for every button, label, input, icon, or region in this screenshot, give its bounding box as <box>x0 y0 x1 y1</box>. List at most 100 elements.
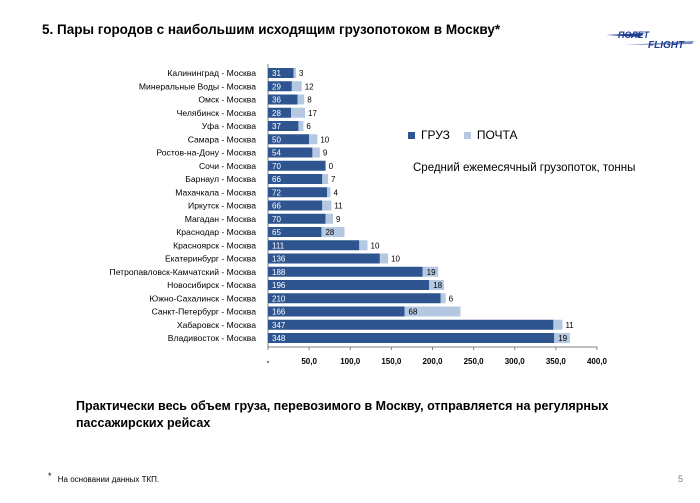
page-title: 5. Пары городов с наибольшим исходящим г… <box>42 22 501 37</box>
bar-mail <box>404 306 461 317</box>
bar-cargo <box>268 213 326 224</box>
data-label-mail: 19 <box>558 334 567 343</box>
category-label: Калининград - Москва <box>167 68 256 78</box>
summary-note: Практически весь объем груза, перевозимо… <box>76 399 609 430</box>
data-label-mail: 0 <box>329 162 334 171</box>
company-logo: ПОЛЕТ FLIGHT <box>606 30 694 50</box>
data-label-cargo: 65 <box>272 228 281 237</box>
bar-mail <box>293 68 296 78</box>
bar-mail <box>297 94 305 105</box>
bar-mail <box>291 107 306 118</box>
bar-cargo <box>268 280 430 290</box>
category-label: Челябинск - Москва <box>177 108 257 118</box>
chart-subtitle: Средний ежемесячный грузопоток, тонны <box>413 162 636 174</box>
bar-mail <box>322 200 332 211</box>
category-label: Барнаул - Москва <box>185 174 256 184</box>
bar-mail <box>359 240 368 251</box>
bar-cargo <box>268 134 310 145</box>
legend-swatch-cargo <box>408 131 415 139</box>
x-tick-label: - <box>267 357 270 366</box>
data-label-cargo: 28 <box>272 109 281 118</box>
category-label: Петропавловск-Камчатский - Москва <box>110 267 257 277</box>
x-tick-label: 100,0 <box>340 357 361 366</box>
logo-text-bottom: FLIGHT <box>648 40 685 50</box>
data-label-cargo: 111 <box>272 241 285 250</box>
category-label: Красноярск - Москва <box>173 240 256 250</box>
x-tick-label: 350,0 <box>546 357 567 366</box>
category-label: Сочи - Москва <box>199 161 256 171</box>
bar-mail <box>291 81 302 92</box>
legend-label-mail: ПОЧТА <box>476 128 518 142</box>
data-label-mail: 6 <box>449 294 454 303</box>
category-label: Омск - Москва <box>198 95 256 105</box>
legend-label-cargo: ГРУЗ <box>421 128 450 142</box>
bar-cargo <box>268 147 313 158</box>
data-label-cargo: 70 <box>272 215 281 224</box>
category-label: Ростов-на-Дону - Москва <box>156 148 256 158</box>
legend-swatch-mail <box>463 131 471 139</box>
bar-cargo <box>268 121 299 131</box>
category-label: Самара - Москва <box>188 134 257 144</box>
bar-mail <box>422 266 439 277</box>
data-label-cargo: 196 <box>272 281 286 290</box>
data-label-cargo: 70 <box>272 162 281 171</box>
data-label-mail: 18 <box>433 281 442 290</box>
bar-cargo <box>268 333 555 343</box>
bar-cargo <box>268 187 328 198</box>
data-label-cargo: 348 <box>272 334 286 343</box>
bar-cargo <box>268 94 298 105</box>
x-tick-label: 300,0 <box>505 357 526 366</box>
data-label-mail: 10 <box>320 135 329 144</box>
legend-item-cargo: ГРУЗ <box>408 128 450 142</box>
x-tick-label: 400,0 <box>587 357 608 366</box>
data-label-cargo: 29 <box>272 82 281 91</box>
bar-mail <box>553 319 563 330</box>
bar-cargo <box>268 200 323 211</box>
data-label-mail: 9 <box>323 149 328 158</box>
category-label: Магадан - Москва <box>185 214 256 224</box>
data-label-mail: 17 <box>308 109 317 118</box>
data-label-mail: 9 <box>336 215 341 224</box>
logo-text-top: ПОЛЕТ <box>618 30 651 40</box>
bar-mail <box>322 174 329 184</box>
data-label-mail: 11 <box>334 202 343 211</box>
data-label-mail: 3 <box>299 69 304 78</box>
data-label-cargo: 54 <box>272 149 281 158</box>
x-tick-label: 50,0 <box>301 357 317 366</box>
x-tick-label: 150,0 <box>381 357 402 366</box>
category-label: Краснодар - Москва <box>176 227 256 237</box>
bar-mail <box>379 253 389 264</box>
category-label: Санкт-Петербург - Москва <box>152 307 257 317</box>
data-label-cargo: 31 <box>272 69 281 78</box>
data-label-mail: 10 <box>371 241 380 250</box>
bar-cargo <box>268 319 554 330</box>
data-label-mail: 19 <box>427 268 436 277</box>
x-tick-label: 250,0 <box>464 357 485 366</box>
bar-mail <box>312 147 320 158</box>
footnote-text: На основании данных ТКП. <box>57 475 160 484</box>
bar-mail <box>429 280 445 290</box>
chart-legend: ГРУЗ ПОЧТА <box>408 128 532 142</box>
bar-cargo <box>268 107 292 118</box>
category-label: Иркутск - Москва <box>188 201 256 211</box>
data-label-mail: 4 <box>334 188 339 197</box>
data-label-cargo: 136 <box>272 255 286 264</box>
bar-mail <box>327 187 331 198</box>
category-label: Южно-Сахалинск - Москва <box>150 293 257 303</box>
page-number: 5 <box>678 474 684 484</box>
data-label-mail: 7 <box>331 175 336 184</box>
bar-mail <box>325 213 333 224</box>
data-label-mail: 68 <box>409 308 418 317</box>
data-label-cargo: 210 <box>272 294 286 303</box>
data-label-cargo: 66 <box>272 175 281 184</box>
bar-cargo <box>268 253 380 264</box>
bar-cargo <box>268 174 323 184</box>
bar-cargo <box>268 227 322 237</box>
bar-cargo <box>268 240 360 251</box>
bar-cargo <box>268 306 405 317</box>
footnote-star: * <box>48 471 52 481</box>
category-label: Хабаровск - Москва <box>177 320 256 330</box>
bar-mail <box>309 134 318 145</box>
data-label-mail: 10 <box>391 255 400 264</box>
